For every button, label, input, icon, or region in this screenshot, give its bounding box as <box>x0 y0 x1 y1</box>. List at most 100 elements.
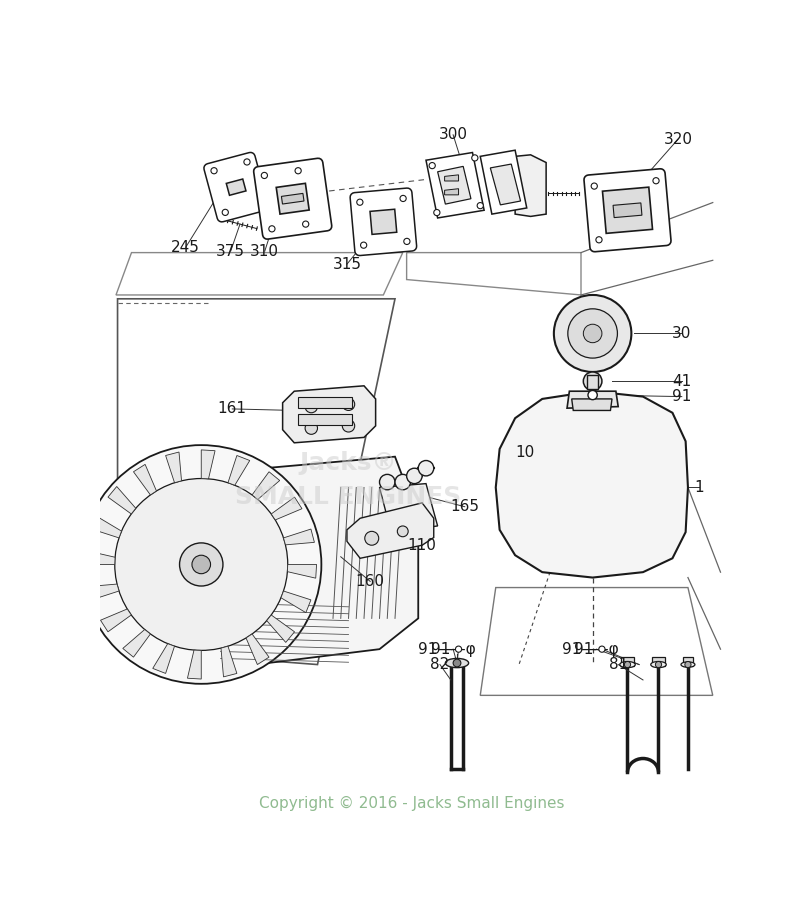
Polygon shape <box>583 169 671 252</box>
Polygon shape <box>369 209 396 234</box>
Polygon shape <box>601 187 652 233</box>
Bar <box>682 657 692 666</box>
Text: 30: 30 <box>671 326 691 341</box>
Circle shape <box>429 162 434 169</box>
Bar <box>298 414 352 425</box>
Circle shape <box>115 478 287 650</box>
Circle shape <box>403 239 410 244</box>
Polygon shape <box>287 565 316 578</box>
Polygon shape <box>165 452 181 483</box>
Text: 91—φ: 91—φ <box>573 642 618 656</box>
Text: 91—: 91— <box>418 642 453 656</box>
Circle shape <box>192 555 210 574</box>
Polygon shape <box>201 450 214 479</box>
Polygon shape <box>254 158 332 239</box>
Circle shape <box>394 475 410 490</box>
Circle shape <box>397 526 408 537</box>
Circle shape <box>379 475 394 490</box>
Circle shape <box>304 400 317 413</box>
Polygon shape <box>226 179 246 196</box>
Polygon shape <box>133 465 157 495</box>
Polygon shape <box>613 203 641 218</box>
Polygon shape <box>88 584 119 599</box>
Circle shape <box>418 461 433 476</box>
Polygon shape <box>108 487 136 514</box>
Polygon shape <box>100 609 131 632</box>
Text: 300: 300 <box>438 128 467 142</box>
Circle shape <box>471 155 477 161</box>
Ellipse shape <box>619 662 634 667</box>
Circle shape <box>567 308 617 358</box>
Circle shape <box>179 543 222 586</box>
Text: 375: 375 <box>216 243 245 259</box>
Circle shape <box>357 199 362 206</box>
Circle shape <box>81 445 321 684</box>
Circle shape <box>583 324 601 342</box>
Polygon shape <box>283 386 375 442</box>
Text: 310: 310 <box>250 243 279 259</box>
Text: 82: 82 <box>430 657 449 672</box>
Circle shape <box>583 372 601 390</box>
Circle shape <box>365 532 378 545</box>
Polygon shape <box>281 194 304 204</box>
Bar <box>651 657 664 666</box>
Text: 91—φ: 91—φ <box>430 642 475 656</box>
Text: Jacks®
SMALL ENGINES: Jacks® SMALL ENGINES <box>235 451 461 509</box>
Circle shape <box>304 422 317 434</box>
Circle shape <box>400 196 406 202</box>
Polygon shape <box>280 591 311 612</box>
Polygon shape <box>228 455 250 486</box>
Polygon shape <box>92 516 121 538</box>
Circle shape <box>590 183 597 189</box>
Text: 10: 10 <box>515 445 534 460</box>
Text: 160: 160 <box>355 574 384 589</box>
Polygon shape <box>444 174 458 181</box>
Bar <box>586 375 597 389</box>
Polygon shape <box>252 472 279 499</box>
Polygon shape <box>444 189 458 195</box>
Circle shape <box>476 203 483 208</box>
Circle shape <box>654 662 661 667</box>
Polygon shape <box>571 399 611 410</box>
Circle shape <box>342 420 354 432</box>
Polygon shape <box>267 615 294 643</box>
Bar <box>298 397 352 409</box>
Circle shape <box>222 209 228 216</box>
Ellipse shape <box>680 662 694 667</box>
Circle shape <box>268 226 275 232</box>
Polygon shape <box>426 152 483 218</box>
Circle shape <box>243 159 250 165</box>
Text: 320: 320 <box>662 132 691 147</box>
Text: 245: 245 <box>171 240 200 254</box>
Polygon shape <box>246 634 269 665</box>
Polygon shape <box>515 155 545 217</box>
Polygon shape <box>153 644 174 674</box>
Text: 81: 81 <box>608 657 627 672</box>
Circle shape <box>295 168 301 174</box>
Circle shape <box>454 646 461 653</box>
Circle shape <box>453 659 460 666</box>
Polygon shape <box>221 646 237 677</box>
Circle shape <box>684 662 691 667</box>
Polygon shape <box>187 650 201 679</box>
Text: 91—: 91— <box>561 642 596 656</box>
Circle shape <box>595 237 601 243</box>
Circle shape <box>406 468 422 484</box>
Text: 91: 91 <box>671 389 691 404</box>
Polygon shape <box>123 630 150 657</box>
Circle shape <box>624 662 630 667</box>
Circle shape <box>302 221 308 227</box>
Polygon shape <box>204 152 268 222</box>
Text: 315: 315 <box>332 257 361 272</box>
Circle shape <box>261 173 267 178</box>
Polygon shape <box>379 484 437 532</box>
Circle shape <box>210 168 217 174</box>
Polygon shape <box>86 551 115 565</box>
Text: 41: 41 <box>671 374 691 388</box>
Polygon shape <box>479 151 526 214</box>
Bar <box>621 657 633 666</box>
Text: 165: 165 <box>450 499 479 514</box>
Circle shape <box>598 646 605 653</box>
Circle shape <box>553 295 630 372</box>
Circle shape <box>587 390 597 399</box>
